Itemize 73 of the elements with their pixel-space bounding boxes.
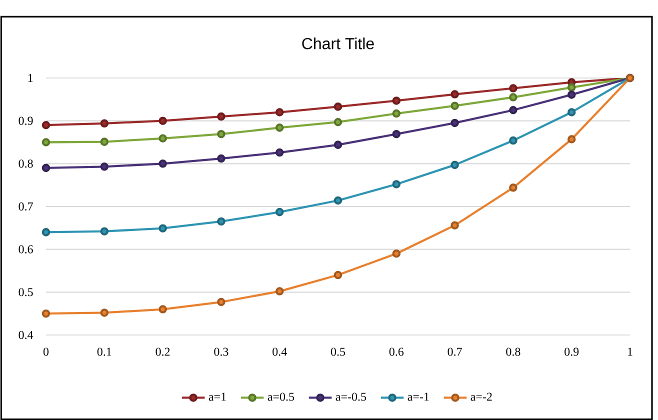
legend-label: a=-2 bbox=[470, 392, 492, 401]
point bbox=[567, 83, 576, 92]
point bbox=[509, 84, 518, 92]
point bbox=[392, 109, 401, 118]
x-tick-label: 0.6 bbox=[389, 348, 404, 356]
y-tick-label: 0.7 bbox=[18, 202, 33, 211]
point bbox=[158, 116, 167, 125]
point bbox=[158, 134, 167, 143]
x-tick-label: 0.5 bbox=[330, 348, 346, 356]
y-tick-label: 1 bbox=[28, 74, 33, 82]
point bbox=[217, 112, 226, 121]
point bbox=[158, 224, 167, 232]
x-tick-label: 0.8 bbox=[506, 348, 520, 356]
point bbox=[334, 270, 342, 280]
y-tick-label: 0.5 bbox=[18, 288, 33, 296]
x-tick-label: 0 bbox=[43, 348, 49, 356]
point bbox=[450, 160, 459, 170]
point bbox=[392, 180, 401, 188]
point bbox=[100, 119, 109, 128]
point bbox=[509, 106, 518, 114]
point bbox=[275, 124, 284, 132]
point bbox=[100, 138, 109, 146]
x-tick-label: 0.4 bbox=[272, 348, 287, 356]
point bbox=[392, 96, 401, 105]
y-tick-label: 0.4 bbox=[18, 330, 34, 340]
x-tick-label: 0.9 bbox=[564, 348, 579, 356]
point bbox=[450, 118, 459, 128]
point bbox=[334, 140, 342, 149]
point bbox=[158, 160, 167, 168]
point bbox=[275, 108, 284, 116]
point bbox=[158, 305, 167, 314]
chart-title: Chart Title bbox=[302, 38, 374, 50]
point bbox=[509, 136, 518, 145]
y-tick-label: 0.9 bbox=[18, 116, 33, 125]
point bbox=[334, 118, 342, 126]
y-tick-label: 0.6 bbox=[18, 245, 33, 254]
point bbox=[509, 93, 518, 102]
legend-label: a=0.5 bbox=[268, 392, 294, 401]
point bbox=[567, 135, 576, 144]
x-tick-label: 0.2 bbox=[156, 348, 170, 356]
point bbox=[334, 196, 342, 205]
point bbox=[275, 148, 284, 157]
point bbox=[567, 90, 576, 99]
x-tick-label: 0.1 bbox=[97, 348, 112, 356]
point bbox=[567, 108, 576, 116]
point bbox=[100, 308, 109, 317]
point bbox=[509, 184, 518, 192]
legend-label: a=-1 bbox=[408, 392, 429, 401]
point bbox=[392, 249, 401, 258]
legend-label: a=-0.5 bbox=[336, 392, 366, 401]
point bbox=[42, 164, 50, 172]
point bbox=[217, 298, 226, 306]
point bbox=[334, 102, 342, 111]
point bbox=[42, 309, 50, 318]
point bbox=[450, 221, 459, 230]
point bbox=[392, 130, 401, 138]
point bbox=[275, 287, 284, 296]
x-tick-label: 0.7 bbox=[448, 348, 462, 356]
point bbox=[217, 217, 226, 226]
point bbox=[42, 228, 50, 236]
y-tick-label: 0.8 bbox=[18, 160, 33, 168]
legend-label: a=1 bbox=[208, 392, 226, 401]
point bbox=[217, 154, 226, 163]
point bbox=[275, 208, 284, 216]
point bbox=[42, 138, 50, 146]
point bbox=[450, 90, 459, 98]
point bbox=[450, 102, 459, 110]
point bbox=[100, 227, 109, 236]
x-tick-label: 1 bbox=[628, 348, 632, 356]
point bbox=[217, 130, 226, 138]
x-tick-label: 0.3 bbox=[214, 348, 228, 356]
point bbox=[42, 120, 50, 130]
point bbox=[100, 162, 109, 171]
